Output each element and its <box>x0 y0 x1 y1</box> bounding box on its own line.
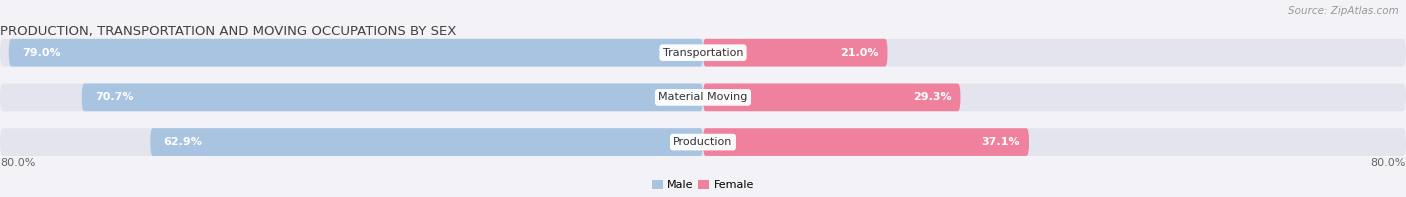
Text: Production: Production <box>673 137 733 147</box>
FancyBboxPatch shape <box>703 84 960 111</box>
FancyBboxPatch shape <box>0 84 1406 111</box>
FancyBboxPatch shape <box>82 84 703 111</box>
FancyBboxPatch shape <box>8 39 703 67</box>
FancyBboxPatch shape <box>0 128 1406 156</box>
FancyBboxPatch shape <box>150 128 703 156</box>
FancyBboxPatch shape <box>703 128 1029 156</box>
Text: 29.3%: 29.3% <box>912 92 952 102</box>
Text: 80.0%: 80.0% <box>0 158 35 168</box>
Text: 37.1%: 37.1% <box>981 137 1021 147</box>
Text: Source: ZipAtlas.com: Source: ZipAtlas.com <box>1288 6 1399 16</box>
Text: 21.0%: 21.0% <box>841 48 879 58</box>
Legend: Male, Female: Male, Female <box>647 175 759 195</box>
Text: Material Moving: Material Moving <box>658 92 748 102</box>
Text: 62.9%: 62.9% <box>163 137 202 147</box>
Text: 80.0%: 80.0% <box>1371 158 1406 168</box>
FancyBboxPatch shape <box>0 39 1406 67</box>
Text: 79.0%: 79.0% <box>22 48 60 58</box>
Text: PRODUCTION, TRANSPORTATION AND MOVING OCCUPATIONS BY SEX: PRODUCTION, TRANSPORTATION AND MOVING OC… <box>0 25 457 38</box>
Text: 70.7%: 70.7% <box>94 92 134 102</box>
FancyBboxPatch shape <box>703 39 887 67</box>
Text: Transportation: Transportation <box>662 48 744 58</box>
